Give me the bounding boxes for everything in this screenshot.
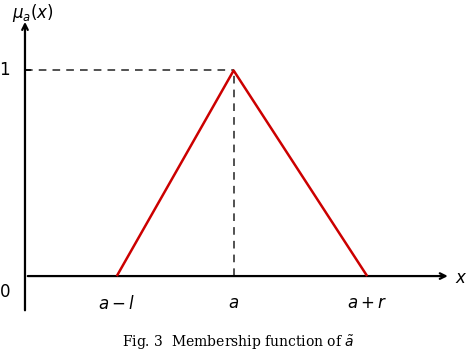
Text: $a$: $a$ [228,295,239,312]
Text: $1$: $1$ [0,62,10,79]
Text: $a+r$: $a+r$ [347,295,387,312]
Text: Fig. 3  Membership function of $\tilde{a}$: Fig. 3 Membership function of $\tilde{a}… [122,334,354,352]
Text: $\mu_a(x)$: $\mu_a(x)$ [13,2,55,24]
Text: $0$: $0$ [0,284,10,301]
Text: $a-l$: $a-l$ [98,295,135,313]
Text: $x$: $x$ [455,270,467,287]
